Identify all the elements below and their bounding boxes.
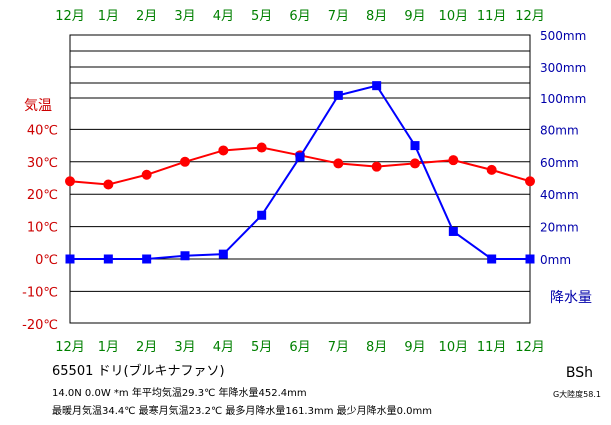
station-extremes: 最暖月気温34.4℃ 最寒月気温23.2℃ 最多月降水量161.3mm 最少月降… — [52, 406, 433, 417]
temperature-point — [410, 158, 420, 169]
precipitation-point — [487, 254, 497, 264]
right-tick-label: 40mm — [540, 188, 579, 202]
precipitation-line — [70, 84, 530, 260]
temperature-point — [65, 176, 75, 187]
right-tick-label: 20mm — [540, 221, 579, 235]
precipitation-point — [525, 254, 535, 264]
right-tick-label: 100mm — [540, 92, 586, 106]
month-label-bottom: 9月 — [404, 340, 425, 355]
left-tick-label: -20℃ — [22, 318, 58, 333]
right-tick-label: 500mm — [540, 29, 586, 43]
precipitation-point — [180, 251, 190, 261]
temperature-point — [141, 169, 152, 180]
left-tick-label: 20℃ — [27, 188, 58, 203]
temperature-point — [371, 161, 382, 172]
month-label-top: 4月 — [213, 9, 234, 24]
month-label-bottom: 8月 — [366, 340, 387, 355]
temperature-point — [525, 176, 535, 187]
month-label-top: 12月 — [515, 9, 545, 24]
right-tick-label: 300mm — [540, 61, 586, 75]
precipitation-point — [295, 152, 305, 162]
month-label-top: 8月 — [366, 9, 387, 24]
plot-frame — [69, 34, 531, 324]
month-label-top: 2月 — [136, 9, 157, 24]
temperature-point — [486, 164, 497, 175]
month-label-top: 9月 — [404, 9, 425, 24]
temperature-point — [333, 158, 344, 169]
left-tick-label: 0℃ — [35, 253, 58, 268]
month-label-top: 1月 — [98, 9, 119, 24]
temperature-point — [180, 156, 190, 167]
month-label-bottom: 5月 — [251, 340, 272, 355]
right-axis-title: 降水量 — [550, 290, 592, 306]
temperature-point — [448, 155, 459, 166]
left-axis-title: 気温 — [24, 98, 52, 114]
climate-chart: 12月 12月 1月 1月 2月 2月 3月 3月 4月 4月 5月 5月 6月 6月 7月 7月 8月 8月 9月… — [22, 9, 592, 355]
month-label-bottom: 7月 — [328, 340, 349, 355]
station-summary: 14.0N 0.0W *m 年平均気温29.3℃ 年降水量452.4mm — [52, 388, 307, 399]
precipitation-point — [142, 254, 152, 264]
month-label-top: 7月 — [328, 9, 349, 24]
climate-class: BSh — [565, 365, 593, 381]
station-name: 65501 ドリ(ブルキナファソ) — [52, 364, 225, 379]
month-label-bottom: 12月 — [515, 340, 545, 355]
month-label-bottom: 11月 — [477, 340, 507, 355]
right-tick-label: 0mm — [540, 253, 571, 267]
precipitation-point — [65, 254, 75, 264]
month-label-top: 11月 — [477, 9, 507, 24]
precipitation-point — [410, 141, 420, 151]
month-label-bottom: 6月 — [289, 340, 310, 355]
continentality-index: G大陸度58.1 — [552, 390, 601, 399]
left-tick-label: 30℃ — [27, 156, 58, 171]
month-label-top: 10月 — [439, 9, 469, 24]
month-label-bottom: 2月 — [136, 340, 157, 355]
month-label-bottom: 1月 — [98, 340, 119, 355]
month-label-bottom: 12月 — [55, 340, 85, 355]
temperature-point — [256, 142, 267, 153]
precipitation-point — [333, 90, 343, 100]
precipitation-point — [218, 249, 228, 259]
precipitation-point — [448, 226, 458, 236]
right-tick-label: 60mm — [540, 156, 579, 170]
month-label-bottom: 10月 — [439, 340, 469, 355]
precipitation-point — [257, 210, 267, 220]
left-tick-label: 40℃ — [27, 123, 58, 138]
precipitation-point — [103, 254, 113, 264]
right-tick-label: 80mm — [540, 123, 579, 137]
month-label-top: 5月 — [251, 9, 272, 24]
left-tick-label: 10℃ — [27, 221, 58, 236]
left-tick-label: -10℃ — [22, 285, 58, 300]
month-label-top: 6月 — [289, 9, 310, 24]
month-label-bottom: 3月 — [174, 340, 195, 355]
precipitation-point — [372, 81, 382, 91]
month-label-top: 3月 — [174, 9, 195, 24]
temperature-point — [218, 145, 229, 156]
temperature-point — [103, 179, 114, 190]
month-label-top: 12月 — [55, 9, 85, 24]
month-label-bottom: 4月 — [213, 340, 234, 355]
